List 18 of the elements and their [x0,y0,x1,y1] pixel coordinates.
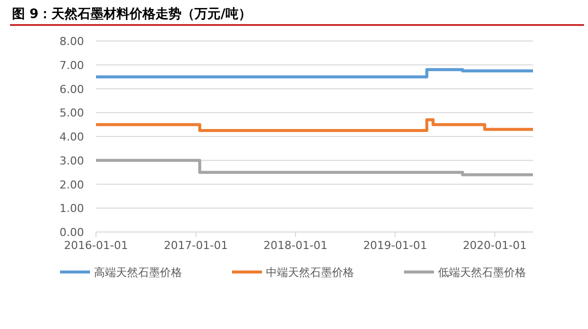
y-tick-label: 7.00 [60,58,84,72]
y-tick-label: 4.00 [60,130,84,144]
y-tick-label: 6.00 [60,82,84,96]
chart-title: 图 9：天然石墨材料价格走势（万元/吨） [12,6,252,22]
y-tick-label: 0.00 [60,226,84,239]
x-tick-label: 2020-01-01 [462,239,527,252]
x-tick-label: 2018-01-01 [264,239,328,252]
y-tick-label: 1.00 [60,202,84,216]
y-tick-label: 3.00 [60,154,84,168]
legend-label: 中端天然石墨价格 [266,266,354,279]
y-tick-label: 2.00 [60,178,84,192]
legend-label: 低端天然石墨价格 [438,266,526,279]
legend-label: 高端天然石墨价格 [94,266,182,279]
y-tick-label: 8.00 [60,35,84,48]
x-tick-label: 2019-01-01 [363,239,428,252]
x-tick-label: 2016-01-01 [64,239,128,252]
x-tick-label: 2017-01-01 [164,239,228,252]
y-tick-label: 5.00 [60,106,84,120]
